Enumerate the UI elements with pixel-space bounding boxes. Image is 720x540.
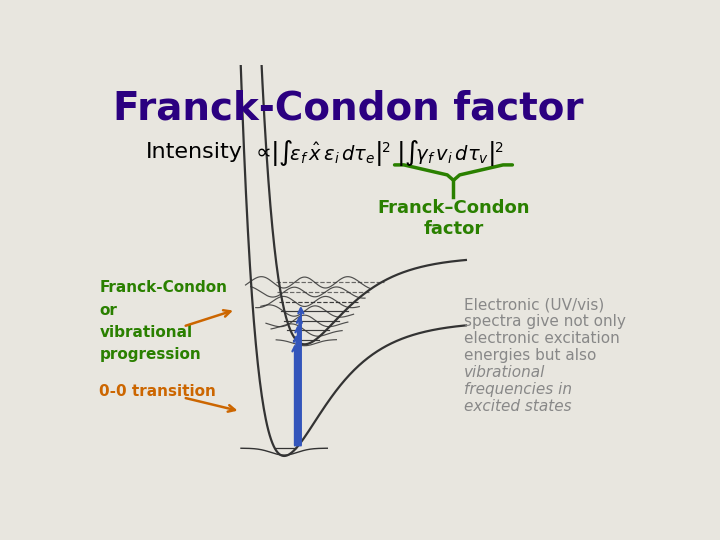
Text: energies but also: energies but also: [464, 348, 596, 363]
Text: $\left|\int\!\gamma_f\,v_i\,d\tau_v\right|^{\!2}$: $\left|\int\!\gamma_f\,v_i\,d\tau_v\righ…: [396, 138, 503, 168]
Text: spectra give not only: spectra give not only: [464, 314, 626, 329]
Text: $\left|\int\!\varepsilon_f\,\hat{x}\,\varepsilon_i\,d\tau_e\right|^{\!2}$: $\left|\int\!\varepsilon_f\,\hat{x}\,\va…: [270, 138, 390, 168]
Text: Electronic (UV/vis): Electronic (UV/vis): [464, 298, 604, 312]
Text: frequencies in: frequencies in: [464, 382, 572, 397]
Text: electronic excitation: electronic excitation: [464, 331, 619, 346]
Text: 0-0 transition: 0-0 transition: [99, 384, 216, 400]
Text: $\propto$: $\propto$: [251, 142, 271, 162]
Text: Franck-Condon
or
vibrational
progression: Franck-Condon or vibrational progression: [99, 280, 228, 362]
Text: Intensity: Intensity: [145, 142, 243, 162]
Text: excited states: excited states: [464, 399, 571, 414]
Text: Franck-Condon factor: Franck-Condon factor: [113, 90, 584, 127]
Text: vibrational: vibrational: [464, 365, 545, 380]
Text: Franck–Condon
factor: Franck–Condon factor: [377, 199, 530, 238]
